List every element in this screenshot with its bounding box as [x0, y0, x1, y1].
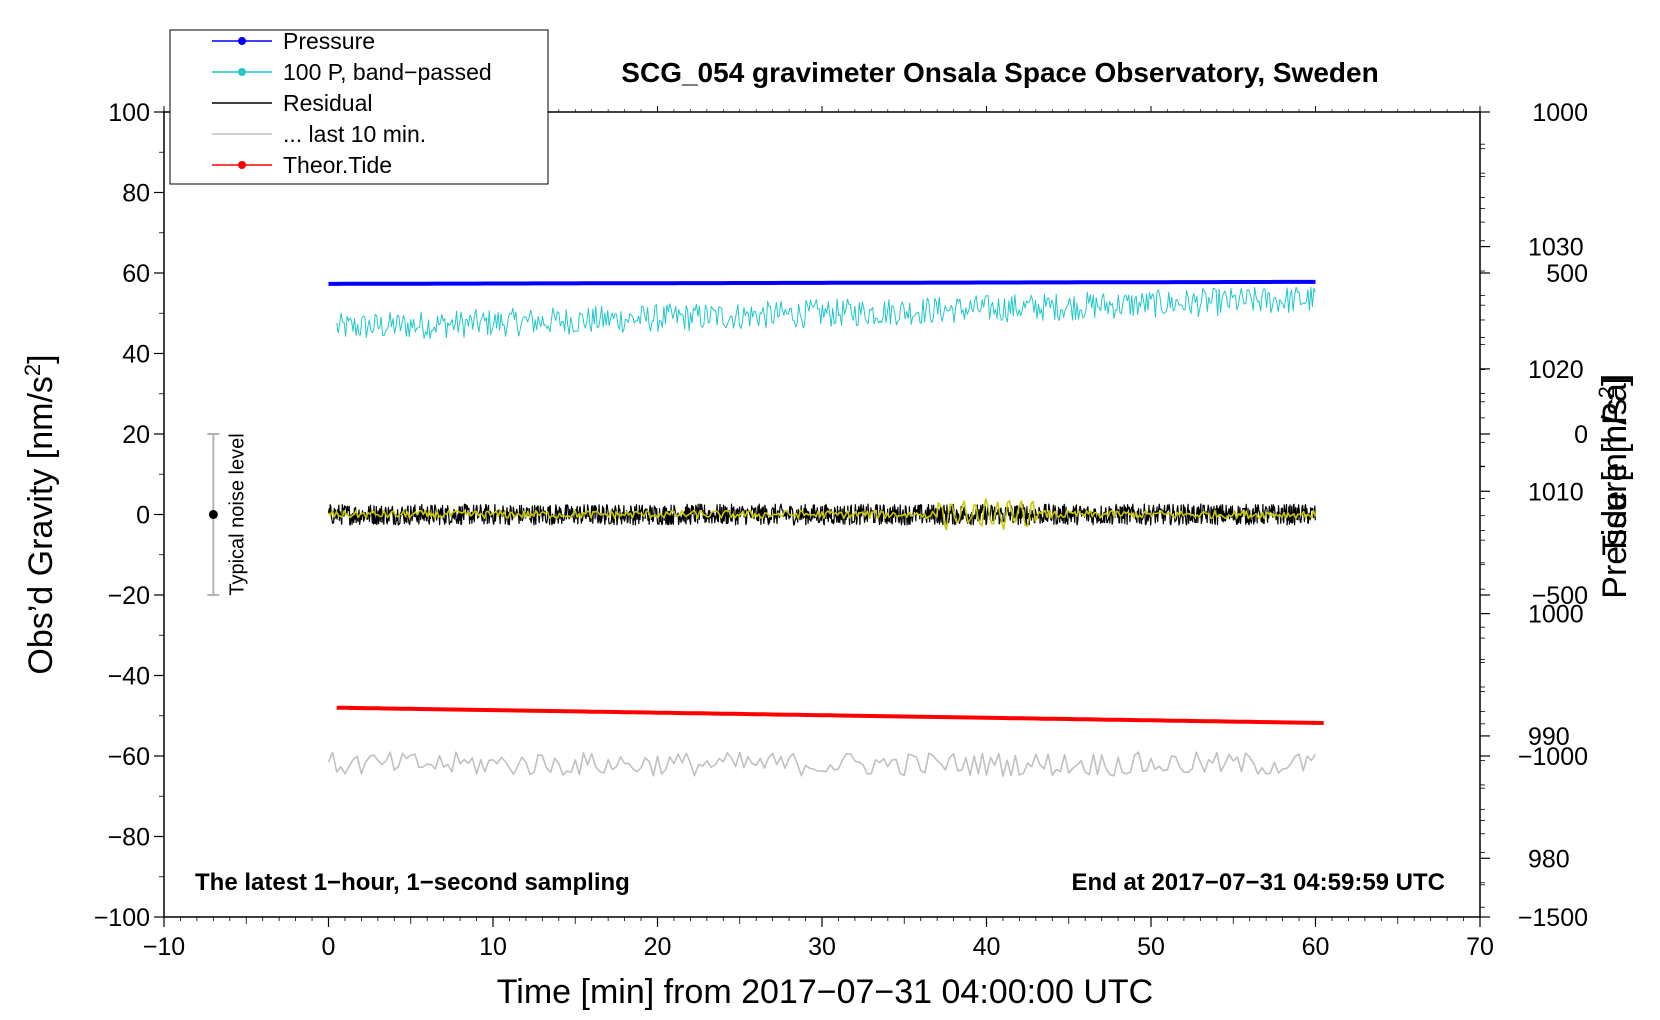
- series-layer: [327, 279, 1324, 777]
- x-tick-label: 50: [1137, 933, 1165, 961]
- y-axis-label-pressure: Pressure [hPa]: [1596, 374, 1634, 599]
- y-tick-label: −100: [94, 904, 150, 932]
- legend-last-10-min-label: ... last 10 min.: [283, 121, 426, 147]
- y-tick-label: 0: [136, 502, 150, 530]
- legend-theor-tide-label: Theor.Tide: [283, 152, 392, 178]
- legend-100-p-band-passed-label: 100 P, band−passed: [283, 59, 492, 85]
- chart-title: SCG_054 gravimeter Onsala Space Observat…: [621, 57, 1378, 88]
- series-residual: [327, 503, 1316, 526]
- y-tick-label: 40: [122, 341, 150, 369]
- legend-theor-tide-marker: [238, 161, 246, 169]
- annotation-bottom-right: End at 2017−07−31 04:59:59 UTC: [1071, 869, 1445, 896]
- y-tick-label: −20: [108, 582, 150, 610]
- tide-tick-label: 1000: [1532, 99, 1588, 127]
- y-axis-label-tide: Tide [nm/s2]: [1594, 377, 1634, 556]
- y-tick-label: 20: [122, 421, 150, 449]
- noise-bar-dot: [208, 510, 218, 519]
- tide-tick-label: 500: [1546, 260, 1588, 288]
- x-tick-label: 70: [1466, 933, 1494, 961]
- y-tick-label: 80: [122, 180, 150, 208]
- pressure-tick-label: 1030: [1528, 234, 1584, 262]
- series-pressure: [328, 279, 1316, 286]
- x-tick-label: 40: [973, 933, 1001, 961]
- y-tick-label: 100: [108, 99, 150, 127]
- legend-pressure-label: Pressure: [283, 28, 375, 54]
- series-residual-smoothed: [327, 498, 1317, 531]
- x-tick-label: 0: [322, 933, 336, 961]
- x-tick-label: −10: [143, 933, 185, 961]
- x-tick-label: 30: [808, 933, 836, 961]
- legend-pressure-marker: [238, 37, 246, 45]
- series-theor-tide: [336, 705, 1324, 725]
- series-100-p-band-passed: [336, 286, 1316, 340]
- pressure-tick-label: 1020: [1528, 356, 1584, 384]
- y-tick-label: −60: [108, 743, 150, 771]
- tide-tick-label: −1000: [1518, 743, 1588, 771]
- x-tick-label: 20: [644, 933, 672, 961]
- y-tick-label: −40: [108, 663, 150, 691]
- noise-bar-group: Typical noise level: [207, 433, 248, 596]
- legend-box: [169, 29, 549, 185]
- y-tick-label: 60: [122, 260, 150, 288]
- legend-100-p-band-passed-marker: [238, 68, 246, 76]
- labels-layer: SCG_054 gravimeter Onsala Space Observat…: [20, 57, 1634, 1011]
- tide-tick-label: 0: [1574, 421, 1588, 449]
- series--last-10-min: [327, 751, 1317, 777]
- legend: Pressure 100 P, band−passed Residual ... la…: [169, 28, 549, 185]
- y-axis-label-left: Obs’d Gravity [nm/s2]: [20, 354, 60, 674]
- annotation-bottom-left: The latest 1−hour, 1−second sampling: [195, 869, 630, 896]
- tide-tick-label: −500: [1532, 582, 1588, 610]
- x-tick-label: 10: [479, 933, 507, 961]
- pressure-tick-label: 990: [1528, 723, 1570, 751]
- legend-residual-label: Residual: [283, 90, 373, 116]
- y-tick-label: −80: [108, 824, 150, 852]
- pressure-tick-label: 1010: [1528, 478, 1584, 506]
- axis-ticks: −10 0 10 20 30 40 50 60 70−100−80−60−40−20020406…: [94, 99, 1588, 961]
- x-axis-label: Time [min] from 2017−07−31 04:00:00 UTC: [497, 973, 1153, 1011]
- pressure-tick-label: 1000: [1528, 601, 1584, 629]
- noise-bar-label: Typical noise level: [226, 433, 248, 595]
- pressure-tick-label: 980: [1528, 845, 1570, 873]
- x-tick-label: 60: [1302, 933, 1330, 961]
- tide-tick-label: −1500: [1518, 904, 1588, 932]
